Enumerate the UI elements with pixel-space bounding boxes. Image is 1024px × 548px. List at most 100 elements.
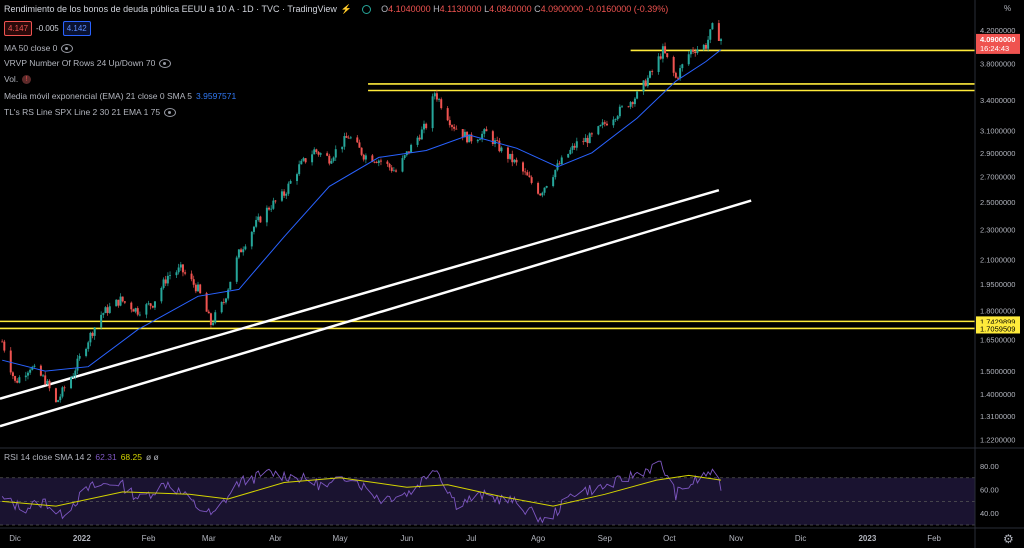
candle-body: [420, 129, 423, 140]
change-value: -0.0160000 (-0.39%): [585, 4, 669, 14]
candle-body: [478, 139, 481, 141]
time-axis[interactable]: Dic 2022 Feb Mar Abr May Jun Jul Ago Sep Oct Nov Dic…: [9, 534, 941, 543]
eye-hidden-icon[interactable]: [164, 108, 177, 117]
candle-body: [631, 102, 634, 105]
candle-body: [330, 160, 333, 164]
candle-body: [326, 153, 329, 156]
candle-body: [121, 296, 124, 302]
candle-body: [160, 287, 163, 302]
indicator-ma[interactable]: MA 50 close 0: [4, 43, 74, 54]
settings-gear-icon[interactable]: ⚙: [1003, 532, 1014, 546]
candle-body: [603, 122, 606, 124]
eye-hidden-icon[interactable]: [61, 44, 74, 53]
candle-body: [26, 372, 29, 376]
symbol-title[interactable]: Rendimiento de los bonos de deuda públic…: [4, 4, 337, 14]
time-tick-label: May: [333, 534, 348, 543]
candle-body: [87, 342, 90, 349]
warning-icon[interactable]: !: [22, 75, 32, 84]
candle-body: [343, 136, 346, 147]
candle-body: [259, 216, 262, 223]
candle-body: [197, 284, 200, 292]
candle-body: [545, 186, 548, 188]
candle-body: [616, 116, 619, 120]
rsi-tick-label: 80.00: [980, 462, 999, 471]
candle-body: [491, 131, 494, 144]
candle-body: [33, 365, 36, 367]
candle-body: [659, 56, 662, 59]
last-price-badge[interactable]: [976, 33, 1020, 54]
candle-body: [558, 163, 561, 165]
level-price-badge[interactable]: [976, 316, 1020, 327]
indicator-label: Media móvil exponencial (EMA) 21 close 0…: [4, 91, 193, 101]
candle-body: [552, 177, 555, 187]
price-tick-label: 2.7000000: [980, 172, 1015, 181]
indicator-volume[interactable]: Vol. !: [4, 74, 32, 85]
price-tick-label: 1.9500000: [980, 280, 1015, 289]
candle-body: [272, 200, 275, 209]
candle-body: [642, 80, 645, 92]
candle-body: [39, 365, 42, 376]
candle-body: [720, 39, 723, 41]
candle-body: [132, 309, 135, 312]
candle-body: [386, 161, 389, 164]
price-axis[interactable]: % 4.2000000 3.8000000 3.4000000 3.1000000 2.9…: [974, 0, 1020, 548]
candle-body: [687, 54, 690, 65]
candle-body: [237, 249, 240, 258]
candle-body: [605, 123, 608, 126]
candle-body: [54, 388, 57, 403]
countdown-label: 16:24:43: [980, 44, 1009, 53]
price-tick-label: 1.8000000: [980, 307, 1015, 316]
trendlines[interactable]: [0, 189, 752, 428]
candle-body: [57, 400, 60, 403]
candle-body: [388, 163, 391, 168]
candle-body: [356, 137, 359, 143]
candle-body: [446, 108, 449, 121]
time-tick-label: Oct: [663, 534, 676, 543]
candle-body: [657, 56, 660, 73]
candle-body: [252, 226, 255, 232]
candle-body: [29, 369, 32, 373]
indicator-vrvp[interactable]: VRVP Number Of Rows 24 Up/Down 70: [4, 58, 172, 69]
candle-body: [16, 380, 19, 383]
candle-body: [644, 80, 647, 87]
indicator-ema[interactable]: Media móvil exponencial (EMA) 21 close 0…: [4, 91, 236, 102]
candle-body: [317, 152, 320, 155]
candle-body: [153, 301, 156, 308]
candle-body: [571, 145, 574, 150]
rsi-legend[interactable]: RSI 14 close SMA 14 2 62.31 68.25 ø ø: [4, 452, 159, 462]
sell-price-button[interactable]: 4.147: [4, 21, 33, 36]
candle-body: [636, 91, 639, 99]
candle-body: [621, 106, 624, 108]
candle-body: [584, 137, 587, 142]
candle-body: [93, 327, 96, 336]
candle-body: [435, 93, 438, 100]
candle-body: [661, 46, 664, 59]
candle-body: [666, 53, 669, 57]
candle-body: [328, 155, 331, 164]
time-tick-label: Feb: [927, 534, 941, 543]
candle-body: [145, 304, 148, 315]
buy-price-button[interactable]: 4.142: [62, 21, 91, 36]
candle-body: [151, 305, 154, 308]
candle-body: [528, 175, 531, 178]
bid-ask-row: 4.147 -0.005 4.142: [4, 21, 91, 36]
candle-body: [207, 311, 210, 314]
trendline[interactable]: [0, 199, 752, 428]
eye-hidden-icon[interactable]: [159, 59, 172, 68]
trendline[interactable]: [0, 189, 720, 400]
candle-body: [255, 220, 258, 227]
candle-body: [190, 273, 193, 280]
candle-body: [332, 157, 335, 161]
candle-body: [599, 124, 602, 127]
level-price-badge[interactable]: [976, 323, 1020, 334]
candle-body: [119, 296, 122, 306]
candle-body: [24, 375, 27, 378]
candle-body: [694, 51, 697, 54]
time-tick-label: Nov: [729, 534, 743, 543]
indicator-rs-line[interactable]: TL's RS Line SPX Line 2 30 21 EMA 1 75: [4, 107, 177, 118]
time-tick-label: Dic: [9, 534, 21, 543]
candle-body: [11, 372, 14, 377]
candle-body: [689, 49, 692, 55]
